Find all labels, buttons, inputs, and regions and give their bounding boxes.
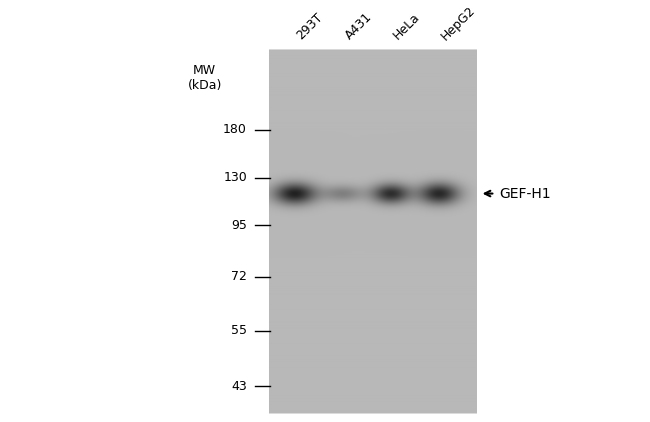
Text: A431: A431: [343, 11, 374, 43]
Text: HepG2: HepG2: [439, 3, 478, 43]
Text: 43: 43: [231, 380, 247, 393]
Text: 72: 72: [231, 271, 247, 284]
Text: 180: 180: [223, 124, 247, 136]
Text: 293T: 293T: [294, 11, 326, 43]
Bar: [270, 51, 478, 414]
Text: GEF-H1: GEF-H1: [499, 187, 551, 200]
Text: MW
(kDa): MW (kDa): [188, 65, 222, 92]
Text: HeLa: HeLa: [391, 11, 422, 43]
Text: 130: 130: [223, 171, 247, 184]
Text: 95: 95: [231, 219, 247, 232]
Text: 55: 55: [231, 324, 247, 337]
